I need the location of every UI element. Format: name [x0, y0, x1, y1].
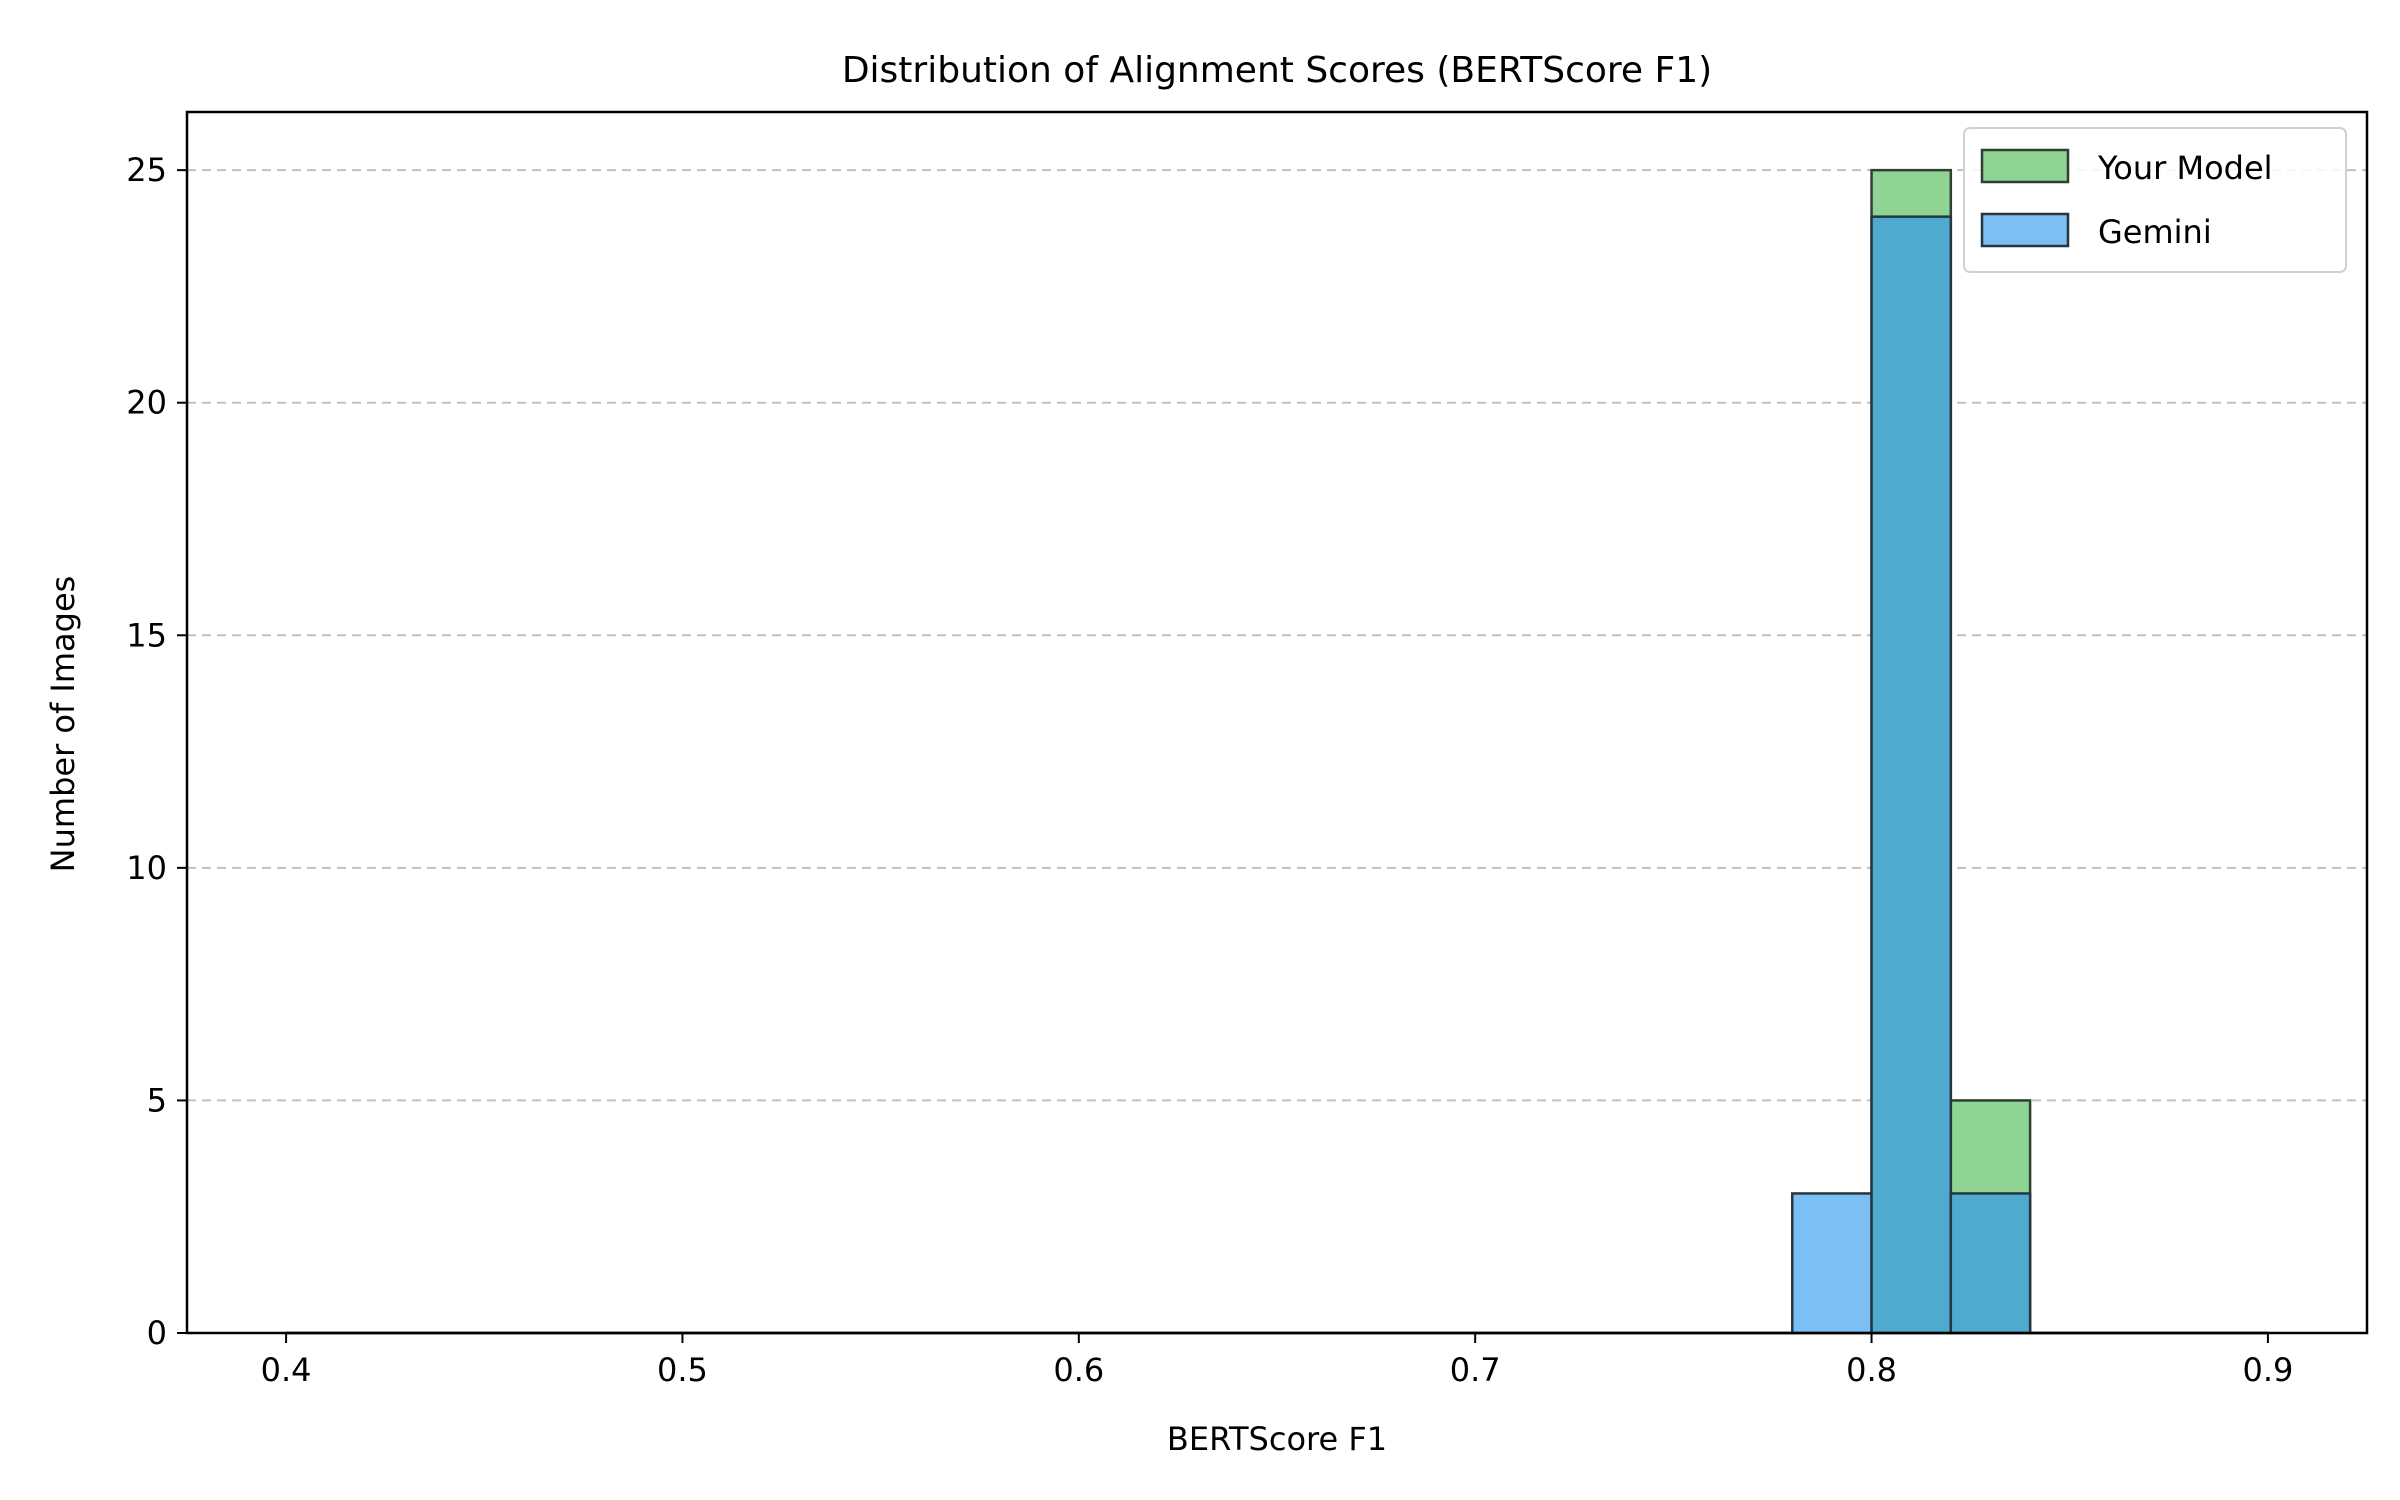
x-tick-label-1: 0.5: [657, 1351, 708, 1389]
x-tick-label-0: 0.4: [261, 1351, 312, 1389]
plot-frame: [185, 110, 2369, 1335]
x-axis-label: BERTScore F1: [1167, 1420, 1387, 1458]
legend-label-your-model: Your Model: [2097, 149, 2273, 187]
y-tick-label-3: 15: [126, 616, 167, 654]
x-tick-label-5: 0.9: [2242, 1351, 2293, 1389]
x-tick-label-3: 0.7: [1450, 1351, 1501, 1389]
bar-gemini-bin-21: [1949, 1192, 2032, 1335]
y-tick-label-0: 0: [147, 1314, 167, 1352]
x-tick-label-4: 0.8: [1846, 1351, 1897, 1389]
y-tick-label-5: 25: [126, 151, 167, 189]
legend-label-gemini: Gemini: [2098, 213, 2212, 251]
legend-swatch-gemini: [1980, 212, 2070, 248]
legend-swatch-your-model: [1980, 148, 2070, 184]
x-tick-label-2: 0.6: [1053, 1351, 1104, 1389]
y-tick-label-1: 5: [147, 1081, 167, 1119]
axis-ticks: 0.4 0.5 0.6 0.7 0.8 0.9 0 5 10 15 20 25: [126, 151, 2293, 1389]
y-axis-label: Number of Images: [44, 576, 82, 873]
legend: Your Model Gemini: [1963, 127, 2347, 273]
y-tick-label-2: 10: [126, 849, 167, 887]
chart-title: Distribution of Alignment Scores (BERTSc…: [842, 50, 1712, 91]
y-tick-label-4: 20: [126, 384, 167, 422]
bar-gemini-bin-19: [1791, 1192, 1873, 1335]
bar-gemini-bin-20: [1870, 215, 1953, 1335]
